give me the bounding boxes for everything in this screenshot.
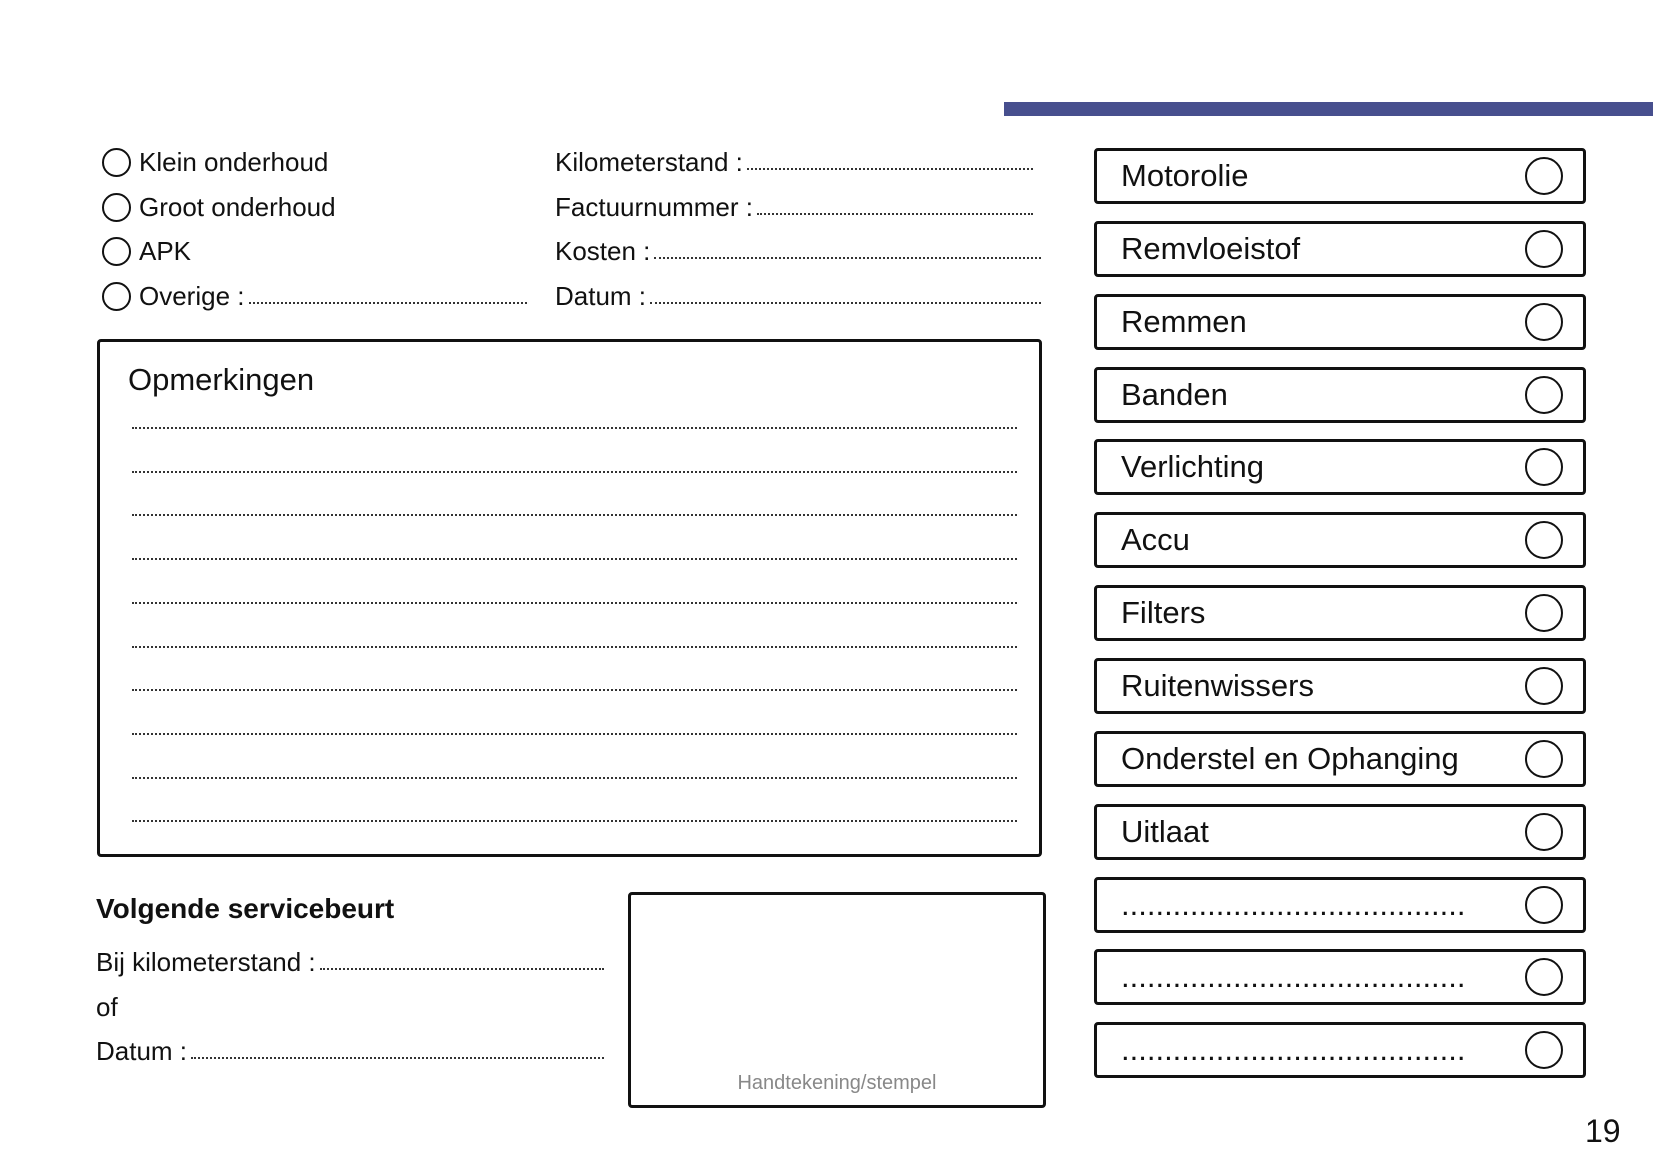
remark-line[interactable] bbox=[132, 514, 1017, 517]
service-type-option[interactable]: Overige : bbox=[102, 279, 527, 313]
checklist-label: Uitlaat bbox=[1121, 813, 1209, 849]
checklist-label: ........................................ bbox=[1121, 1032, 1466, 1068]
remark-line[interactable] bbox=[132, 732, 1017, 735]
header-accent-bar bbox=[1004, 102, 1653, 116]
checklist-label: ........................................ bbox=[1121, 886, 1466, 922]
remark-line[interactable] bbox=[132, 470, 1017, 473]
check-circle-icon[interactable] bbox=[1525, 375, 1563, 414]
remarks-title: Opmerkingen bbox=[128, 362, 315, 397]
check-circle-icon[interactable] bbox=[1525, 521, 1563, 560]
remark-line[interactable] bbox=[132, 820, 1017, 823]
checklist-item[interactable]: ........................................ bbox=[1094, 1022, 1586, 1079]
check-circle-icon[interactable] bbox=[1525, 229, 1563, 268]
checklist-item[interactable]: Banden bbox=[1094, 366, 1586, 423]
remark-line[interactable] bbox=[132, 427, 1017, 429]
remark-line[interactable] bbox=[132, 689, 1017, 692]
remark-line[interactable] bbox=[132, 645, 1017, 648]
service-type-option[interactable]: Groot onderhoud bbox=[102, 190, 336, 224]
checklist-item[interactable]: ........................................ bbox=[1094, 876, 1586, 933]
checklist-label: Motorolie bbox=[1121, 158, 1249, 193]
checklist-label: Remvloeistof bbox=[1121, 230, 1301, 266]
checklist-item[interactable]: Remvloeistof bbox=[1094, 220, 1586, 277]
checklist-label: Onderstel en Ophanging bbox=[1121, 740, 1459, 776]
checklist-item[interactable]: Uitlaat bbox=[1094, 803, 1586, 860]
checklist-label: ........................................ bbox=[1121, 959, 1466, 995]
check-circle-icon[interactable] bbox=[1525, 666, 1563, 705]
form-field[interactable]: Kosten : bbox=[555, 234, 1041, 268]
check-circle-icon[interactable] bbox=[1525, 448, 1563, 487]
form-field[interactable]: Datum : bbox=[555, 279, 1041, 313]
checklist-item[interactable]: Motorolie bbox=[1094, 148, 1586, 204]
checklist-label: Banden bbox=[1121, 376, 1228, 412]
remarks-box[interactable]: Opmerkingen bbox=[97, 339, 1042, 857]
checklist-item[interactable]: Filters bbox=[1094, 585, 1586, 642]
checklist-label: Filters bbox=[1121, 595, 1206, 631]
field-label: Kosten : bbox=[555, 235, 651, 266]
field-label: Factuurnummer : bbox=[555, 191, 753, 222]
service-type-option[interactable]: APK bbox=[102, 234, 191, 268]
fill-line[interactable] bbox=[746, 168, 1033, 170]
remark-line[interactable] bbox=[132, 601, 1017, 604]
checklist-label: Verlichting bbox=[1121, 449, 1265, 485]
service-type-option[interactable]: Klein onderhoud bbox=[102, 145, 328, 179]
remark-line[interactable] bbox=[132, 558, 1017, 561]
checklist-label: Accu bbox=[1121, 522, 1190, 558]
radio-circle-icon[interactable] bbox=[102, 192, 131, 222]
page-number: 19 bbox=[1585, 1113, 1621, 1149]
check-circle-icon[interactable] bbox=[1525, 739, 1563, 778]
next-service-date-field[interactable]: Datum : bbox=[96, 1034, 604, 1068]
or-text: of bbox=[96, 991, 118, 1022]
fill-line[interactable] bbox=[319, 968, 604, 970]
checklist-label: Ruitenwissers bbox=[1121, 667, 1314, 703]
fill-line[interactable] bbox=[191, 1057, 604, 1059]
radio-circle-icon[interactable] bbox=[102, 147, 131, 177]
fill-line[interactable] bbox=[654, 257, 1041, 259]
next-service-km-field[interactable]: Bij kilometerstand : bbox=[96, 945, 604, 979]
service-type-label: Overige : bbox=[139, 280, 245, 311]
check-circle-icon[interactable] bbox=[1525, 958, 1563, 997]
form-field[interactable]: Kilometerstand : bbox=[555, 145, 1033, 179]
field-label: Kilometerstand : bbox=[555, 146, 743, 177]
or-label: of bbox=[96, 990, 118, 1024]
checklist-item[interactable]: Onderstel en Ophanging bbox=[1094, 730, 1586, 787]
remark-line[interactable] bbox=[132, 776, 1017, 779]
form-field[interactable]: Factuurnummer : bbox=[555, 190, 1033, 224]
service-type-label: Klein onderhoud bbox=[139, 146, 329, 177]
checklist-item[interactable]: Remmen bbox=[1094, 293, 1586, 350]
checklist-label: Remmen bbox=[1121, 303, 1247, 339]
fill-line[interactable] bbox=[650, 302, 1041, 304]
check-circle-icon[interactable] bbox=[1525, 812, 1563, 851]
signature-box[interactable]: Handtekening/stempel bbox=[628, 892, 1046, 1108]
checklist-item[interactable]: ........................................ bbox=[1094, 949, 1586, 1006]
radio-circle-icon[interactable] bbox=[102, 236, 131, 266]
check-circle-icon[interactable] bbox=[1525, 157, 1563, 195]
check-circle-icon[interactable] bbox=[1525, 885, 1563, 924]
service-type-label: Groot onderhoud bbox=[139, 191, 336, 222]
field-label: Datum : bbox=[555, 280, 647, 311]
next-service-km-label: Bij kilometerstand : bbox=[96, 946, 316, 977]
fill-line[interactable] bbox=[756, 213, 1033, 215]
service-type-label: APK bbox=[139, 235, 192, 266]
checklist-item[interactable]: Ruitenwissers bbox=[1094, 657, 1586, 714]
check-circle-icon[interactable] bbox=[1525, 1031, 1563, 1070]
next-service-title: Volgende servicebeurt bbox=[96, 893, 395, 924]
radio-circle-icon[interactable] bbox=[102, 281, 131, 311]
checklist-item[interactable]: Verlichting bbox=[1094, 439, 1586, 496]
signature-caption: Handtekening/stempel bbox=[737, 1072, 937, 1094]
check-circle-icon[interactable] bbox=[1525, 594, 1563, 633]
checklist-item[interactable]: Accu bbox=[1094, 512, 1586, 569]
next-service-date-label: Datum : bbox=[96, 1035, 188, 1066]
check-circle-icon[interactable] bbox=[1525, 302, 1563, 341]
fill-line[interactable] bbox=[248, 302, 527, 304]
